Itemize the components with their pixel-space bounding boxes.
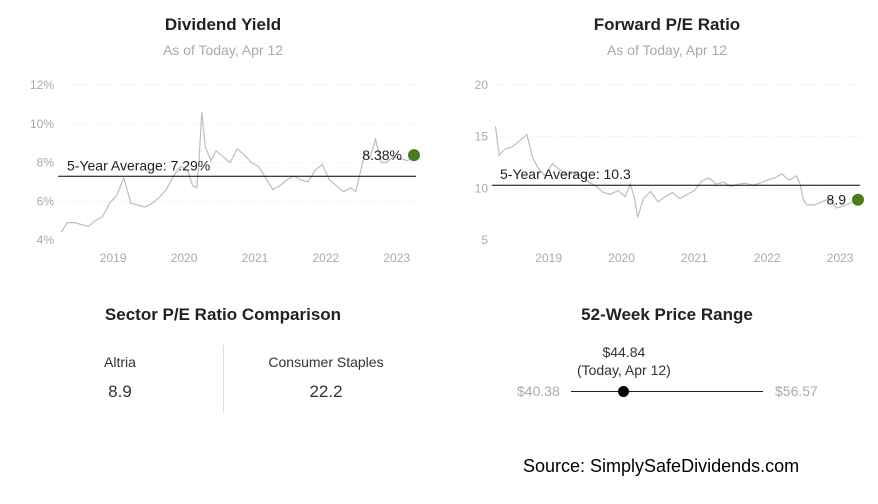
dividend-yield-subtitle: As of Today, Apr 12 (162, 42, 284, 58)
series-line (494, 126, 861, 218)
average-label: 5-Year Average: 10.3 (500, 166, 631, 182)
forward-pe-title: Forward P/E Ratio (593, 15, 741, 34)
y-tick-label: 10 (475, 181, 489, 195)
sector-pe-value: 22.2 (309, 382, 343, 401)
y-tick-label: 15 (475, 130, 489, 144)
range-current-marker (618, 386, 630, 397)
current-value-dot (408, 149, 420, 162)
current-value-label: 8.9 (827, 192, 847, 208)
current-value-label: 8.38% (362, 147, 402, 163)
x-tick-label: 2022 (754, 251, 781, 265)
company-pe-value: 8.9 (108, 382, 132, 401)
sector-pe-title: Sector P/E Ratio Comparison (104, 305, 342, 324)
x-tick-label: 2022 (312, 251, 339, 265)
y-tick-label: 5 (481, 233, 488, 247)
y-tick-label: 12% (30, 78, 54, 92)
y-tick-label: 8% (37, 156, 55, 170)
range-low: $40.38 (517, 383, 560, 399)
y-tick-label: 6% (37, 194, 55, 208)
current-price-note: (Today, Apr 12) (576, 362, 671, 378)
x-tick-label: 2023 (383, 251, 410, 265)
y-tick-label: 4% (37, 233, 55, 247)
sector-divider (223, 345, 224, 413)
x-tick-label: 2021 (242, 251, 269, 265)
x-tick-label: 2020 (171, 251, 198, 265)
y-tick-label: 10% (30, 117, 54, 131)
range-track (571, 391, 763, 392)
x-tick-label: 2023 (827, 251, 854, 265)
range-high: $56.57 (775, 383, 818, 399)
price-range-title: 52-Week Price Range (581, 305, 753, 324)
x-tick-label: 2019 (100, 251, 127, 265)
current-price: $44.84 (602, 344, 646, 360)
average-label: 5-Year Average: 7.29% (67, 157, 210, 173)
current-value-dot (852, 193, 864, 206)
company-label: Altria (104, 354, 136, 370)
x-tick-label: 2019 (535, 251, 562, 265)
dividend-yield-title: Dividend Yield (164, 15, 282, 34)
y-tick-label: 20 (475, 78, 489, 92)
series-line (60, 112, 417, 233)
source-credit: Source: SimplySafeDividends.com (523, 456, 800, 476)
x-tick-label: 2020 (608, 251, 635, 265)
sector-label: Consumer Staples (268, 354, 384, 370)
forward-pe-subtitle: As of Today, Apr 12 (606, 42, 728, 58)
x-tick-label: 2021 (681, 251, 708, 265)
